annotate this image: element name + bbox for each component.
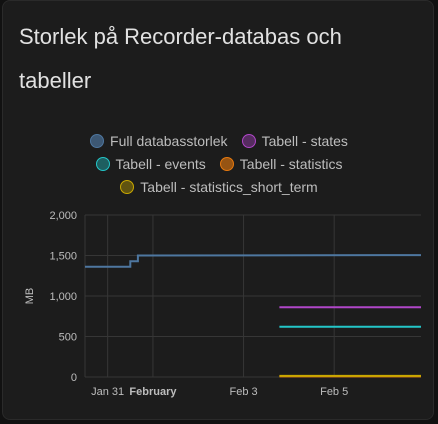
legend-item-events[interactable]: Tabell - events (95, 155, 206, 172)
legend-row-3: Tabell - statistics_short_term (3, 175, 435, 198)
legend-label: Tabell - events (115, 155, 206, 172)
legend-swatch-states (241, 133, 256, 148)
legend-row-2: Tabell - events Tabell - statistics (3, 152, 435, 175)
y-axis-label: MB (24, 288, 36, 305)
x-tick-label: February (129, 386, 177, 398)
legend-item-states[interactable]: Tabell - states (241, 132, 348, 149)
legend-label: Full databasstorlek (110, 132, 228, 149)
line-chart: 0 500 1,000 1,500 2,000 Jan 31 February Feb 3 Fe… (24, 210, 422, 398)
y-tick-label: 2,000 (49, 210, 77, 222)
y-tick-label: 0 (71, 372, 77, 384)
legend-row-1: Full databasstorlek Tabell - states (3, 129, 435, 152)
y-tick-label: 1,500 (49, 251, 77, 263)
chart-legend: Full databasstorlek Tabell - states Tabe… (3, 129, 435, 198)
legend-swatch-statistics (219, 156, 234, 171)
chart-card: Storlek på Recorder-databas och tabeller… (2, 0, 434, 420)
x-tick-label: Feb 5 (320, 386, 348, 398)
y-tick-label: 500 (59, 332, 77, 344)
legend-label: Tabell - statistics (239, 155, 343, 172)
legend-label: Tabell - states (261, 132, 348, 149)
legend-item-statistics-short-term[interactable]: Tabell - statistics_short_term (120, 178, 318, 195)
y-tick-label: 1,000 (49, 291, 77, 303)
legend-swatch-full-database (90, 133, 105, 148)
x-tick-label: Feb 3 (229, 386, 257, 398)
card-title: Storlek på Recorder-databas och tabeller (19, 24, 342, 93)
legend-label: Tabell - statistics_short_term (140, 178, 318, 195)
legend-item-statistics[interactable]: Tabell - statistics (219, 155, 343, 172)
legend-item-full-database[interactable]: Full databasstorlek (90, 133, 228, 149)
series-line-0 (85, 254, 422, 268)
x-tick-label: Jan 31 (91, 386, 124, 398)
legend-swatch-statistics-short-term (120, 179, 135, 194)
legend-swatch-events (95, 156, 110, 171)
